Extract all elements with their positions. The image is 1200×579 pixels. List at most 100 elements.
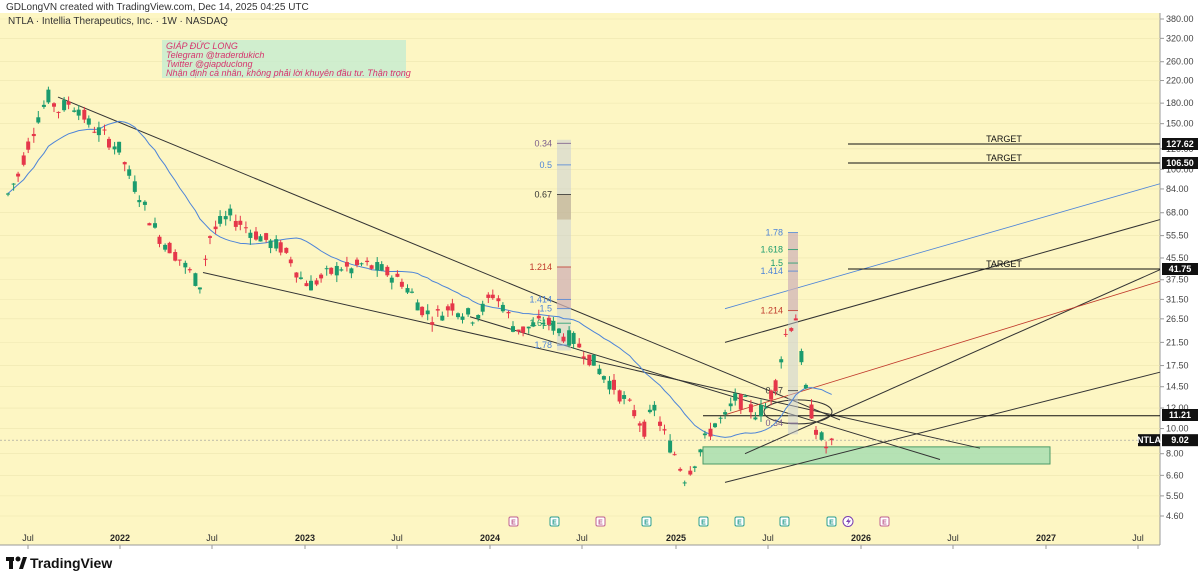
y-tick-label: 17.50 <box>1166 361 1189 371</box>
fib-label-right: 1.618 <box>760 245 783 255</box>
target-label: TARGET <box>986 153 1022 163</box>
y-tick-label: 84.00 <box>1166 184 1189 194</box>
y-tick-label: 6.60 <box>1166 470 1184 480</box>
x-tick-label: Jul <box>576 533 588 543</box>
candle-body <box>46 89 51 103</box>
y-tick-label: 320.00 <box>1166 33 1194 43</box>
price-badges: 127.62 106.50 41.75 11.21 NTLA 9.02 <box>0 138 1198 447</box>
y-tick-label: 26.50 <box>1166 314 1189 324</box>
y-tick-label: 220.00 <box>1166 76 1194 86</box>
candle-body <box>218 216 223 224</box>
candle-body <box>486 294 491 298</box>
candle-body <box>723 412 728 415</box>
earnings-icon <box>508 516 519 527</box>
x-tick-label: Jul <box>947 533 959 543</box>
candle-body <box>82 109 87 120</box>
candle-body <box>773 380 778 392</box>
candle-body <box>223 216 228 220</box>
candle-body <box>153 223 158 228</box>
candle-body <box>440 315 445 321</box>
candle-body <box>420 306 425 316</box>
candle-body <box>66 101 71 105</box>
earnings-icon <box>779 516 790 527</box>
tradingview-logo-text: TradingView <box>30 555 112 571</box>
candle-body <box>264 233 269 240</box>
candle-body <box>410 291 414 293</box>
candle-layer <box>6 86 834 487</box>
earnings-icon-letter: E <box>644 520 649 527</box>
candle-body <box>668 440 673 453</box>
last-price-label: 9.02 <box>1171 435 1189 445</box>
candle-body <box>52 103 57 107</box>
candle-body <box>738 394 743 410</box>
candle-body <box>167 242 172 254</box>
candle-body <box>551 320 556 331</box>
rising-support <box>724 371 1161 483</box>
candle-body <box>460 316 465 320</box>
symbol-badge <box>1138 434 1160 447</box>
earnings-icon <box>698 516 709 527</box>
y-tick-label: 100.00 <box>1166 164 1194 174</box>
y-tick-label: 12.00 <box>1166 403 1189 413</box>
x-tick-label: Jul <box>1132 533 1144 543</box>
price-axis-background <box>1160 13 1200 545</box>
fib-label-left: 1.214 <box>529 262 552 272</box>
candle-body <box>142 201 147 205</box>
candle-body <box>678 468 683 471</box>
earnings-icon <box>595 516 606 527</box>
candle-body <box>591 354 596 366</box>
earnings-icon-letter: E <box>882 520 887 527</box>
candle-body <box>344 262 349 267</box>
candle-body <box>577 343 582 348</box>
tradingview-logo[interactable]: TradingView <box>6 555 112 571</box>
note-box <box>162 40 406 78</box>
candle-body <box>369 265 374 269</box>
candle-body <box>819 432 824 440</box>
candle-body <box>688 470 693 475</box>
candle-body <box>86 118 91 125</box>
candle-body <box>516 329 521 332</box>
candle-body <box>405 288 410 293</box>
price-badge-label: 106.50 <box>1166 158 1194 168</box>
y-tick-label: 31.50 <box>1166 294 1189 304</box>
candle-body <box>581 356 586 359</box>
candle-body <box>597 368 602 375</box>
note-line-3: Twitter @giapduclong <box>166 59 253 69</box>
candle-body <box>743 396 748 398</box>
candle-body <box>682 482 687 484</box>
candle-body <box>21 155 26 165</box>
candle-body <box>329 267 334 274</box>
candle-body <box>769 390 774 400</box>
falling-wedge-upper <box>57 96 841 421</box>
candle-body <box>208 236 212 238</box>
candle-body <box>107 138 111 148</box>
candle-body <box>445 306 450 311</box>
candle-body <box>6 193 10 195</box>
candle-body <box>728 403 733 407</box>
candle-body <box>122 162 127 165</box>
candle-body <box>213 226 218 230</box>
candle-body <box>637 423 642 426</box>
earnings-icon-letter: E <box>829 520 834 527</box>
candle-body <box>587 354 592 366</box>
symbol-line: NTLA · Intellia Therapeutics, Inc. · 1W … <box>8 16 228 27</box>
plot-background <box>0 13 1160 545</box>
earnings-icon <box>549 516 560 527</box>
candle-body <box>173 252 178 261</box>
candle-body <box>763 407 768 409</box>
candle-body <box>612 379 616 390</box>
candle-body <box>789 328 794 331</box>
candle-body <box>76 109 81 116</box>
fib-label-left: 1.5 <box>539 304 552 314</box>
y-tick-label: 150.00 <box>1166 119 1194 129</box>
candle-body <box>132 181 137 192</box>
target-label: TARGET <box>986 134 1022 144</box>
candle-body <box>571 332 576 344</box>
price-badge <box>1162 157 1198 169</box>
candle-body <box>112 146 117 150</box>
candle-body <box>718 417 723 419</box>
candle-body <box>617 390 622 402</box>
candle-body <box>824 446 829 449</box>
fib-label-right: 1.214 <box>760 306 783 316</box>
